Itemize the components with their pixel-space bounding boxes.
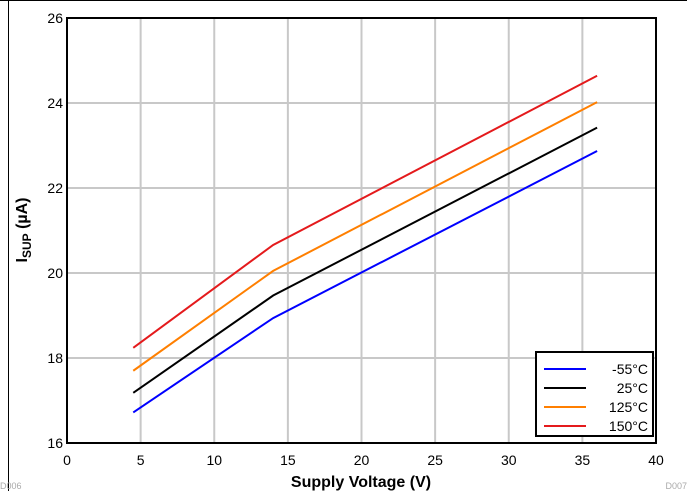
x-tick-label: 30 bbox=[501, 452, 517, 468]
x-tick-label: 0 bbox=[63, 452, 71, 468]
y-tick-label: 22 bbox=[47, 180, 63, 196]
x-tick-label: 40 bbox=[648, 452, 664, 468]
series-line bbox=[132, 150, 598, 414]
x-tick-label: 20 bbox=[354, 452, 370, 468]
legend: -55°C 25°C 125°C 150°C bbox=[535, 351, 654, 437]
corner-code-right: D007 bbox=[665, 481, 687, 491]
y-tick-label: 26 bbox=[47, 10, 63, 26]
y-axis-label-unit: (µA) bbox=[14, 197, 31, 233]
series-line bbox=[132, 101, 598, 372]
y-tick-label: 20 bbox=[47, 265, 63, 281]
series-line bbox=[132, 74, 598, 349]
y-tick-label: 24 bbox=[47, 95, 63, 111]
series-group bbox=[132, 74, 598, 414]
series-line bbox=[132, 126, 598, 394]
plot-frame bbox=[66, 17, 657, 444]
legend-label: 125°C bbox=[609, 399, 648, 415]
legend-label: -55°C bbox=[612, 361, 648, 377]
x-tick-labels: 0 5 10 15 20 25 30 35 40 bbox=[63, 452, 664, 468]
x-tick-label: 10 bbox=[206, 452, 222, 468]
y-axis-label-main: I bbox=[14, 258, 31, 262]
y-tick-labels: 16 18 20 22 24 26 bbox=[47, 10, 63, 451]
x-tick-label: 5 bbox=[137, 452, 145, 468]
corner-code-left: D006 bbox=[0, 481, 22, 491]
legend-box bbox=[535, 351, 654, 437]
legend-label: 150°C bbox=[609, 418, 648, 434]
x-tick-label: 35 bbox=[575, 452, 591, 468]
x-tick-label: 25 bbox=[427, 452, 443, 468]
y-tick-label: 16 bbox=[47, 435, 63, 451]
legend-label: 25°C bbox=[617, 380, 648, 396]
y-axis-label: ISUP (µA) bbox=[14, 197, 34, 262]
x-axis-label: Supply Voltage (V) bbox=[291, 474, 431, 491]
y-axis-label-sub: SUP bbox=[20, 233, 34, 258]
y-tick-label: 18 bbox=[47, 350, 63, 366]
x-tick-label: 15 bbox=[280, 452, 296, 468]
